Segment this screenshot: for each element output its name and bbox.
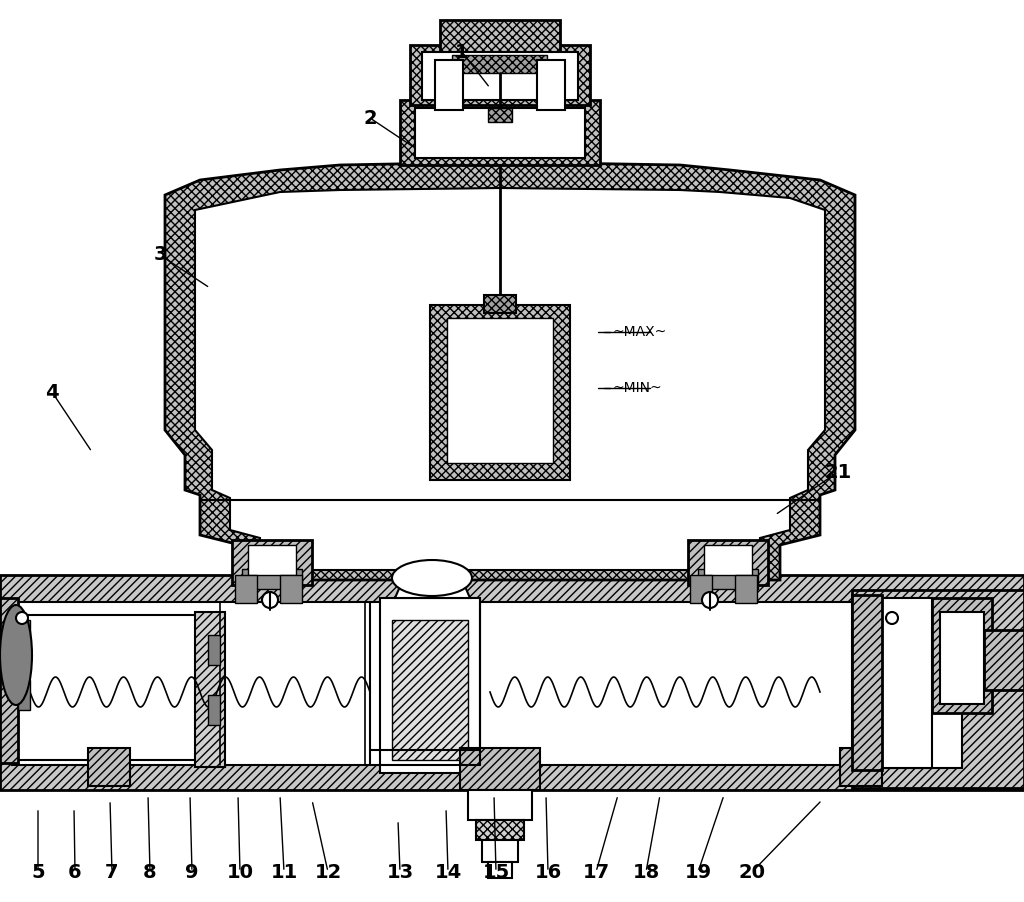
- Bar: [690, 575, 712, 603]
- Ellipse shape: [262, 592, 278, 608]
- Bar: [208, 695, 220, 725]
- Bar: [232, 540, 312, 585]
- Ellipse shape: [392, 560, 472, 596]
- Bar: [537, 60, 565, 110]
- Bar: [422, 52, 578, 100]
- Text: 12: 12: [314, 862, 342, 881]
- Bar: [0, 598, 18, 763]
- Bar: [488, 862, 512, 878]
- Text: 9: 9: [185, 862, 199, 881]
- Bar: [0, 575, 1024, 790]
- Text: 13: 13: [386, 862, 414, 881]
- Text: 15: 15: [482, 862, 510, 881]
- Text: 5: 5: [31, 862, 45, 881]
- Bar: [862, 608, 962, 768]
- Bar: [940, 612, 984, 704]
- Ellipse shape: [16, 612, 28, 624]
- Bar: [984, 630, 1024, 690]
- Bar: [248, 545, 296, 575]
- Bar: [430, 305, 570, 480]
- Bar: [400, 100, 600, 165]
- Bar: [482, 840, 518, 862]
- Ellipse shape: [702, 592, 718, 608]
- Bar: [392, 620, 468, 760]
- Text: 8: 8: [143, 862, 157, 881]
- Bar: [410, 45, 590, 105]
- Ellipse shape: [886, 612, 898, 624]
- Text: 20: 20: [738, 862, 766, 881]
- Bar: [18, 680, 30, 710]
- Text: ~MIN~: ~MIN~: [612, 381, 662, 395]
- Text: 6: 6: [69, 862, 82, 881]
- Polygon shape: [165, 162, 855, 580]
- Bar: [705, 545, 752, 575]
- Polygon shape: [395, 565, 470, 598]
- Bar: [476, 820, 524, 840]
- Bar: [452, 55, 547, 73]
- Bar: [12, 602, 852, 765]
- Bar: [688, 540, 768, 585]
- Text: 14: 14: [434, 862, 462, 881]
- Bar: [280, 575, 302, 603]
- Text: 3: 3: [154, 245, 167, 264]
- Text: 10: 10: [226, 862, 254, 881]
- Text: 7: 7: [105, 862, 119, 881]
- Bar: [468, 790, 532, 820]
- Bar: [852, 595, 882, 770]
- Bar: [460, 748, 540, 790]
- Bar: [18, 620, 30, 650]
- Bar: [208, 635, 220, 665]
- Bar: [380, 598, 480, 773]
- Bar: [88, 748, 130, 786]
- Polygon shape: [195, 188, 825, 570]
- Bar: [242, 569, 302, 589]
- Bar: [447, 318, 553, 463]
- Bar: [195, 612, 225, 767]
- Text: 18: 18: [633, 862, 659, 881]
- Bar: [698, 569, 758, 589]
- Text: 4: 4: [45, 382, 58, 401]
- Text: 11: 11: [270, 862, 298, 881]
- Text: ~MAX~: ~MAX~: [612, 325, 667, 339]
- Text: 1: 1: [456, 42, 469, 61]
- Ellipse shape: [0, 605, 32, 705]
- Bar: [840, 748, 882, 786]
- Bar: [415, 108, 585, 158]
- Text: 17: 17: [583, 862, 609, 881]
- Text: 21: 21: [824, 463, 852, 482]
- Bar: [435, 60, 463, 110]
- Text: 16: 16: [535, 862, 561, 881]
- Bar: [735, 575, 757, 603]
- Bar: [484, 295, 516, 313]
- Bar: [234, 575, 257, 603]
- Text: 19: 19: [684, 862, 712, 881]
- Bar: [852, 590, 1024, 788]
- Bar: [932, 598, 992, 713]
- Text: 2: 2: [364, 108, 377, 127]
- Bar: [488, 108, 512, 122]
- Bar: [882, 598, 932, 768]
- Bar: [18, 615, 218, 760]
- Bar: [440, 20, 560, 52]
